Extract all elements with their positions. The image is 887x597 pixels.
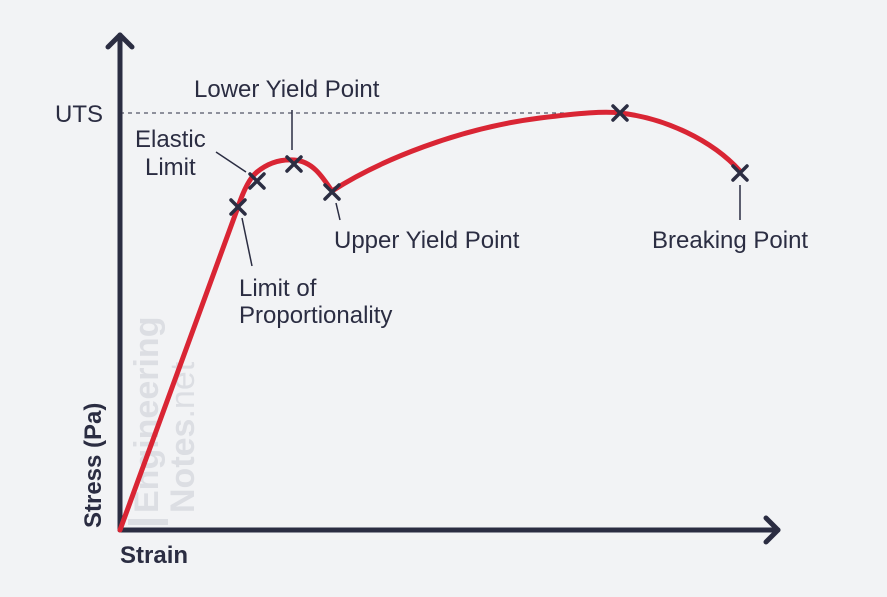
x-axis-arrowhead (763, 515, 781, 545)
limit-of-proportionality-label-line2: Proportionality (239, 302, 392, 329)
watermark: Engineering Notes.net (128, 317, 202, 525)
leader-limit-of-proportionality (241, 217, 253, 267)
uts-label: UTS (55, 101, 103, 128)
leader-upper-yield (335, 202, 341, 221)
leader-lines (215, 110, 741, 267)
lower-yield-point-label: Lower Yield Point (194, 76, 380, 103)
elastic-limit-label-line2: Limit (145, 154, 196, 181)
upper-yield-point-label: Upper Yield Point (334, 227, 520, 254)
watermark-line2: Notes.net (164, 361, 202, 513)
point-markers (229, 104, 749, 216)
watermark-line2-bold: Notes (164, 419, 202, 513)
marker-breaking-point (731, 164, 749, 182)
breaking-point-label: Breaking Point (652, 227, 808, 254)
y-axis-label: Stress (Pa) (80, 403, 107, 528)
leader-elastic-limit (215, 151, 247, 173)
marker-elastic-limit (248, 172, 266, 190)
marker-uts (611, 104, 629, 122)
marker-limit-of-proportionality (229, 198, 247, 216)
marker-upper-yield-point (323, 183, 341, 201)
watermark-bar (128, 519, 168, 525)
limit-of-proportionality-label-line1: Limit of (239, 275, 317, 302)
y-axis-arrowhead (105, 32, 135, 50)
axes (105, 32, 781, 545)
marker-lower-yield-point (285, 155, 303, 173)
stress-strain-curve (117, 109, 743, 533)
x-axis-label: Strain (120, 542, 188, 569)
elastic-limit-label-line1: Elastic (135, 126, 206, 153)
